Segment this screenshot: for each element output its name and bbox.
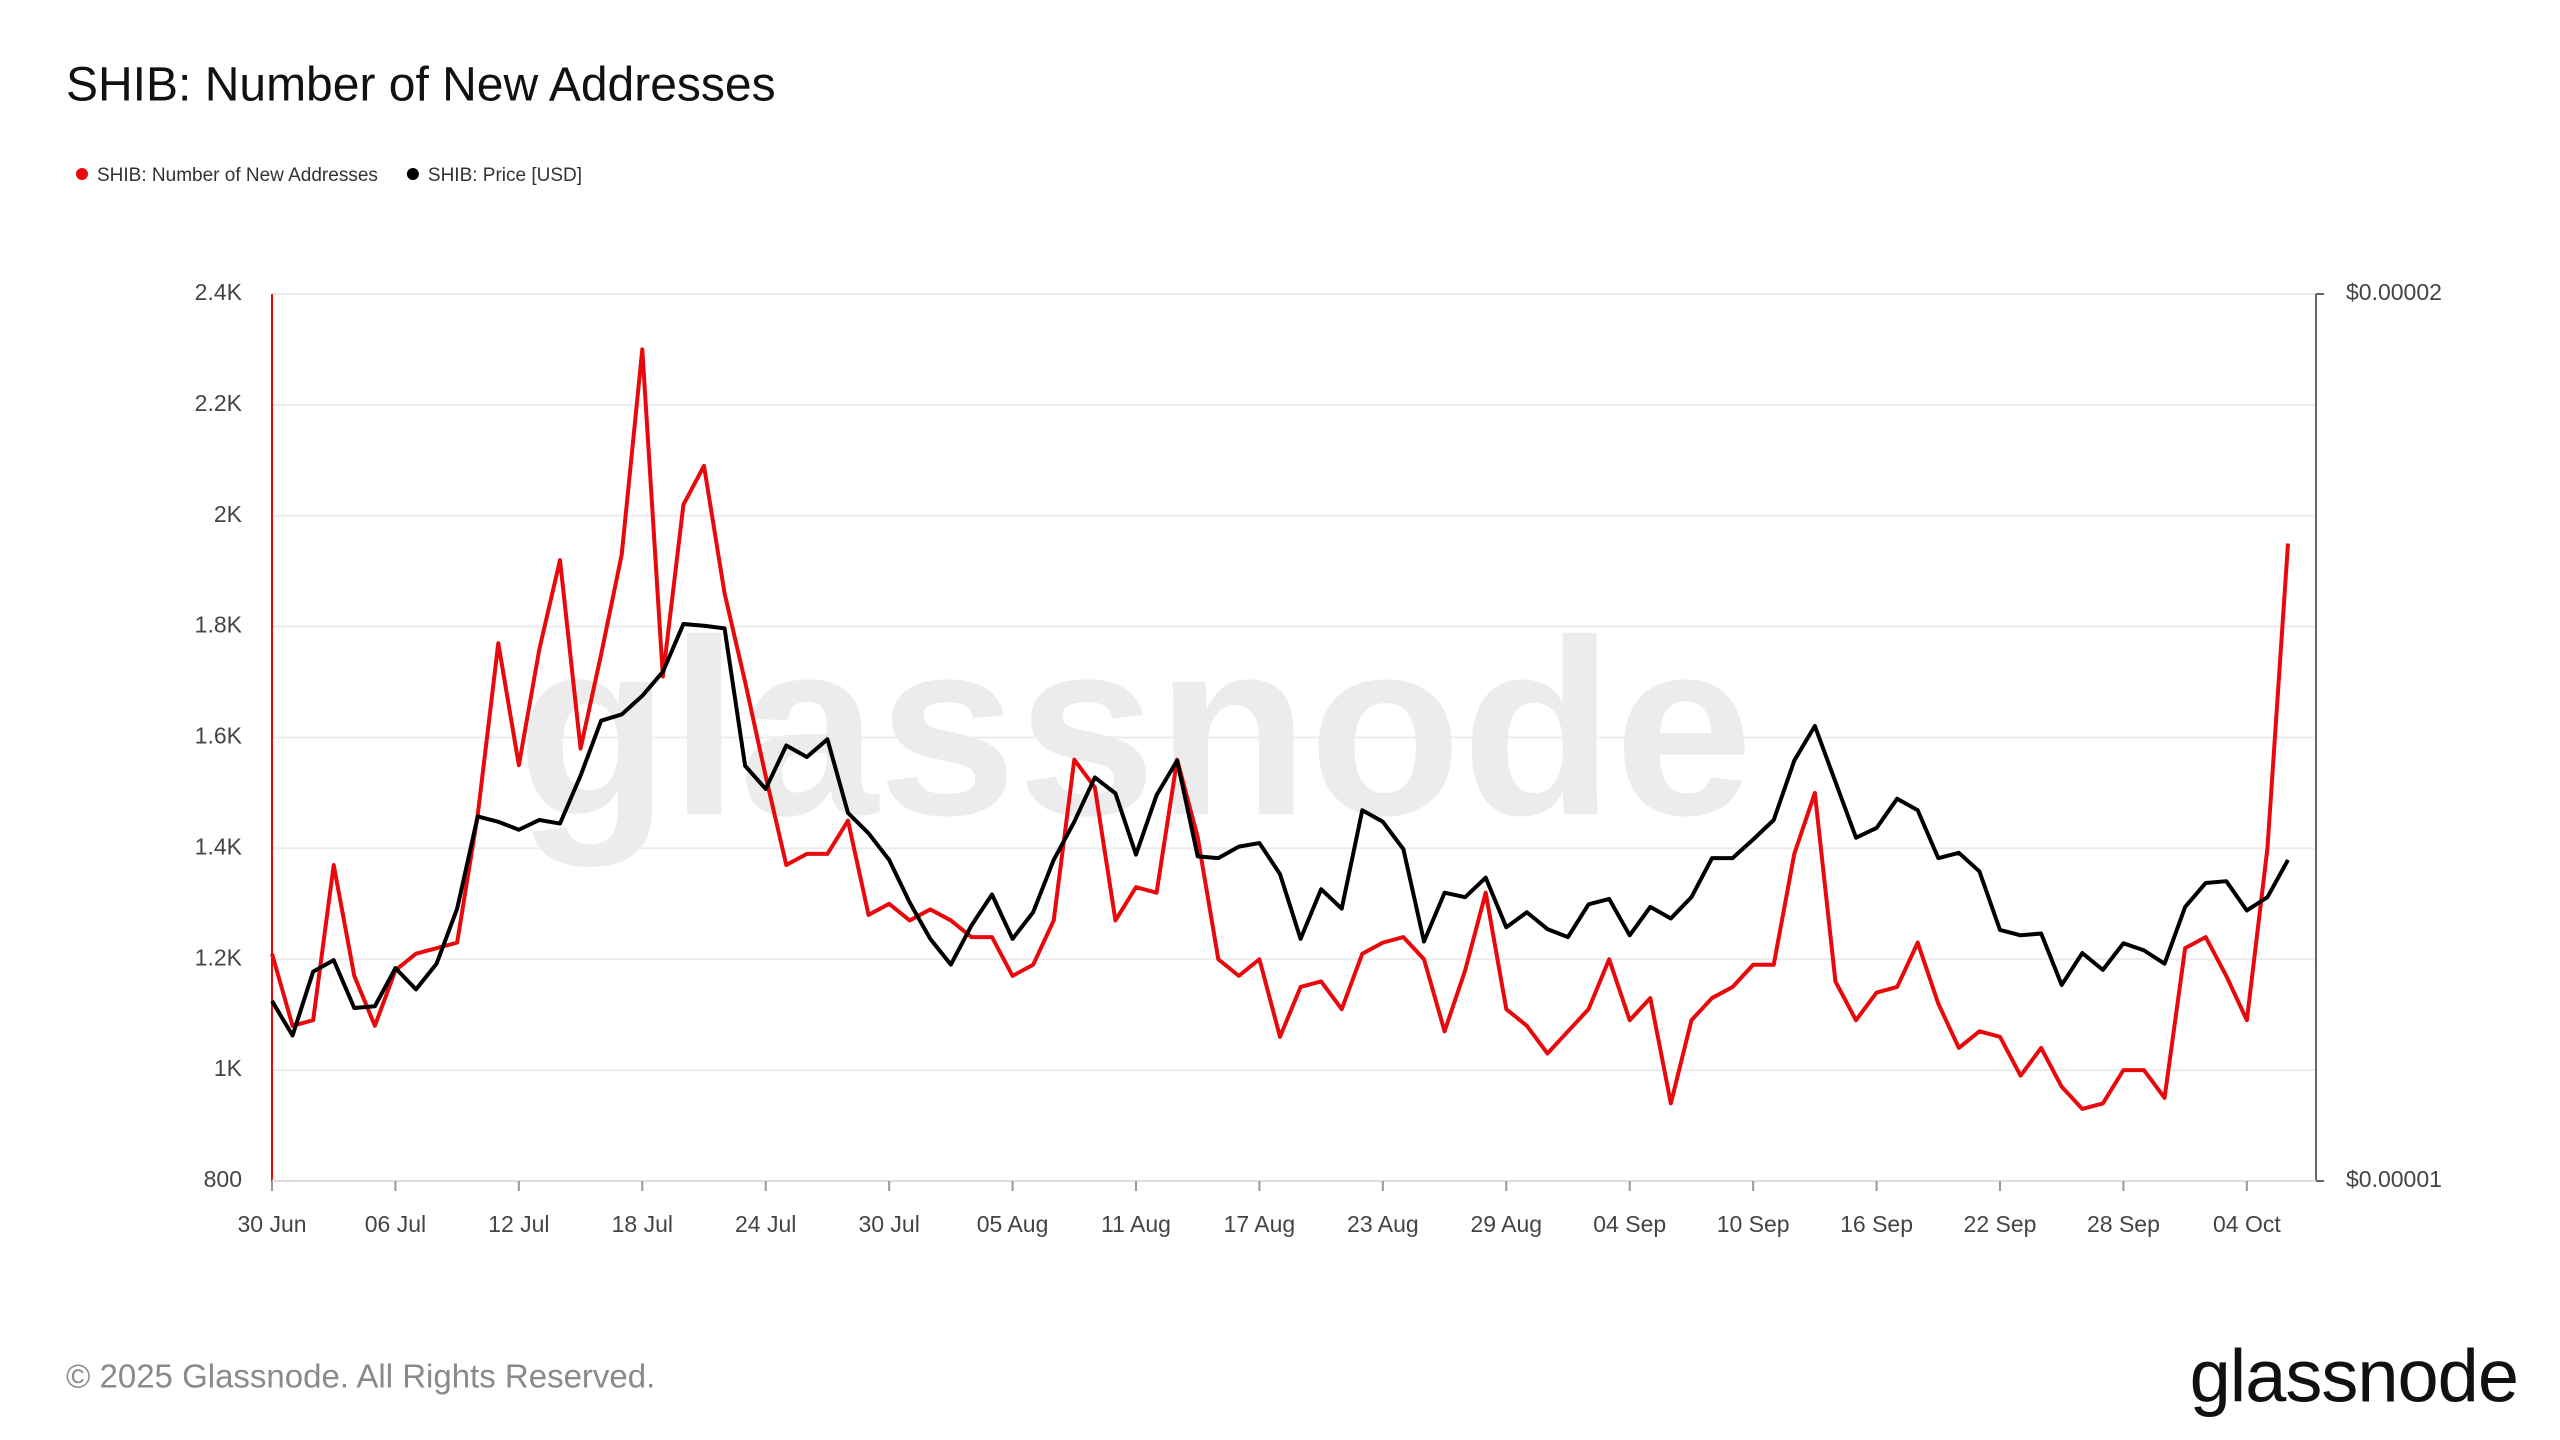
lines: [270, 347, 2290, 1111]
y-tick-label: 1K: [214, 1055, 243, 1081]
x-tick-label: 05 Aug: [977, 1211, 1049, 1237]
x-tick-label: 10 Sep: [1717, 1211, 1790, 1237]
logo[interactable]: glassnode: [2190, 1335, 2519, 1418]
x-tick-label: 28 Sep: [2087, 1211, 2160, 1237]
x-tick-label: 04 Oct: [2213, 1211, 2281, 1237]
axes: 800 1K 1.2K 1.4K 1.6K 1.8K 2K 2.2K 2.4K $0.00001 $…: [195, 279, 2442, 1237]
x-tick-label: 06 Jul: [365, 1211, 426, 1237]
legend-label[interactable]: SHIB: Price [USD]: [428, 165, 582, 186]
y-tick-label: 1.6K: [195, 723, 243, 749]
legend-swatch: [406, 168, 419, 180]
legend: SHIB: Number of New Addresses SHIB: Price…: [76, 165, 582, 186]
y2-tick-label: $0.00001: [2346, 1166, 2442, 1192]
x-tick-label: 16 Sep: [1840, 1211, 1913, 1237]
watermark: glassnode: [517, 588, 1753, 867]
series-line: [270, 621, 2290, 1038]
x-tick-label: 23 Aug: [1347, 1211, 1419, 1237]
y-tick-label: 2K: [214, 501, 243, 527]
x-tick-label: 04 Sep: [1593, 1211, 1666, 1237]
x-tick-label: 24 Jul: [735, 1211, 796, 1237]
y-tick-label: 2.4K: [195, 279, 243, 305]
y-tick-label: 1.4K: [195, 833, 243, 859]
chart-title: SHIB: Number of New Addresses: [66, 59, 776, 112]
x-tick-label: 11 Aug: [1101, 1211, 1171, 1237]
y2-tick-label: $0.00002: [2346, 279, 2442, 305]
legend-item[interactable]: SHIB: Number of New Addresses: [76, 165, 378, 186]
x-tick-label: 29 Aug: [1470, 1211, 1542, 1237]
legend-label[interactable]: SHIB: Number of New Addresses: [97, 165, 378, 186]
legend-swatch: [76, 168, 88, 180]
y-tick-label: 2.2K: [195, 390, 243, 416]
x-tick-label: 18 Jul: [612, 1211, 673, 1237]
footer: © 2025 Glassnode. All Rights Reserved.: [66, 1358, 655, 1395]
x-tick-label: 30 Jun: [237, 1211, 306, 1237]
series-line: [270, 347, 2290, 1111]
x-tick-label: 12 Jul: [488, 1211, 549, 1237]
x-tick-label: 17 Aug: [1224, 1211, 1296, 1237]
y-tick-label: 1.2K: [195, 944, 243, 970]
x-tick-label: 22 Sep: [1964, 1211, 2037, 1237]
legend-item[interactable]: SHIB: Price [USD]: [406, 165, 582, 186]
grid: [272, 293, 2316, 1182]
y-tick-label: 1.8K: [195, 612, 243, 638]
x-tick-label: 30 Jul: [858, 1211, 919, 1237]
y-tick-label: 800: [204, 1166, 242, 1192]
